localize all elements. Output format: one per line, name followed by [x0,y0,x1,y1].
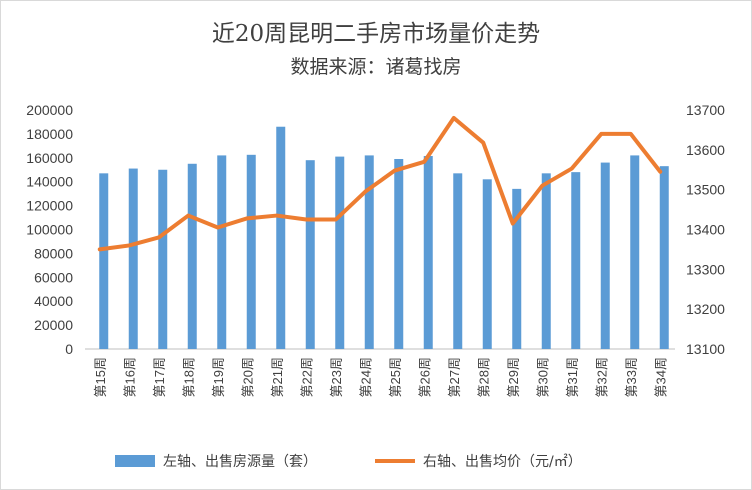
x-tick-label: 第15周 [93,357,108,397]
y-left-tick-label: 160000 [26,150,73,166]
y-left-tick-label: 140000 [26,174,73,190]
legend-label-line: 右轴、出售均价（元/㎡） [423,454,582,470]
bar [158,169,168,349]
y-left-tick-label: 20000 [34,317,73,333]
x-tick-label: 第17周 [152,357,167,397]
chart-subtitle: 数据来源：诸葛找房 [290,56,462,78]
bar [541,173,551,349]
y-left-tick-label: 60000 [34,269,73,285]
x-tick-label: 第33周 [624,357,639,397]
legend-swatch-bar [115,455,155,467]
bar [394,158,404,349]
x-tick-label: 第16周 [122,357,137,397]
bar [217,155,227,349]
x-tick-label: 第23周 [329,357,344,397]
y-right-tick-label: 13100 [686,341,725,357]
bar [335,156,345,349]
y-left-tick-label: 40000 [34,293,73,309]
x-tick-label: 第25周 [388,357,403,397]
x-tick-label: 第18周 [181,357,196,397]
legend-item-bar: 左轴、出售房源量（套） [115,451,317,471]
bar [276,126,286,349]
x-tick-label: 第26周 [417,357,432,397]
chart-title: 近20周昆明二手房市场量价走势 [211,21,541,47]
x-tick-label: 第34周 [653,357,668,397]
x-tick-label: 第22周 [299,357,314,397]
legend-label-bar: 左轴、出售房源量（套） [163,454,317,470]
y-left-tick-label: 200000 [26,102,73,118]
x-tick-label: 第19周 [211,357,226,397]
bar [423,156,433,349]
x-tick-label: 第28周 [476,357,491,397]
x-tick-label: 第31周 [565,357,580,397]
bar [305,160,315,349]
bar [482,179,492,349]
x-tick-label: 第29周 [506,357,521,397]
y-right-tick-label: 13200 [686,301,725,317]
bar [246,154,256,349]
line-series [97,115,663,252]
y-left-tick-label: 120000 [26,198,73,214]
bar [364,155,374,349]
x-tick-label: 第30周 [535,357,550,397]
y-left-tick-label: 80000 [34,245,73,261]
y-left-tick-label: 0 [65,341,73,357]
x-tick-label: 第24周 [358,357,373,397]
x-tick-label: 第32周 [594,357,609,397]
bar [128,168,138,349]
bar [187,163,197,349]
bar [99,173,109,349]
y-right-tick-label: 13700 [686,102,725,118]
bar [600,162,610,349]
bar [630,155,640,349]
bar [453,173,463,349]
x-tick-label: 第20周 [240,357,255,397]
bar [512,188,522,349]
y-left-tick-label: 180000 [26,126,73,142]
bar [571,172,581,349]
legend-item-line: 右轴、出售均价（元/㎡） [375,451,582,471]
legend-swatch-line [375,459,415,463]
y-right-tick-label: 13400 [686,222,725,238]
y-right-tick-label: 13300 [686,261,725,277]
y-right-tick-label: 13500 [686,182,725,198]
bar [659,166,669,349]
x-tick-label: 第27周 [447,357,462,397]
y-left-tick-label: 100000 [26,222,73,238]
x-tick-label: 第21周 [270,357,285,397]
y-right-tick-label: 13600 [686,142,725,158]
